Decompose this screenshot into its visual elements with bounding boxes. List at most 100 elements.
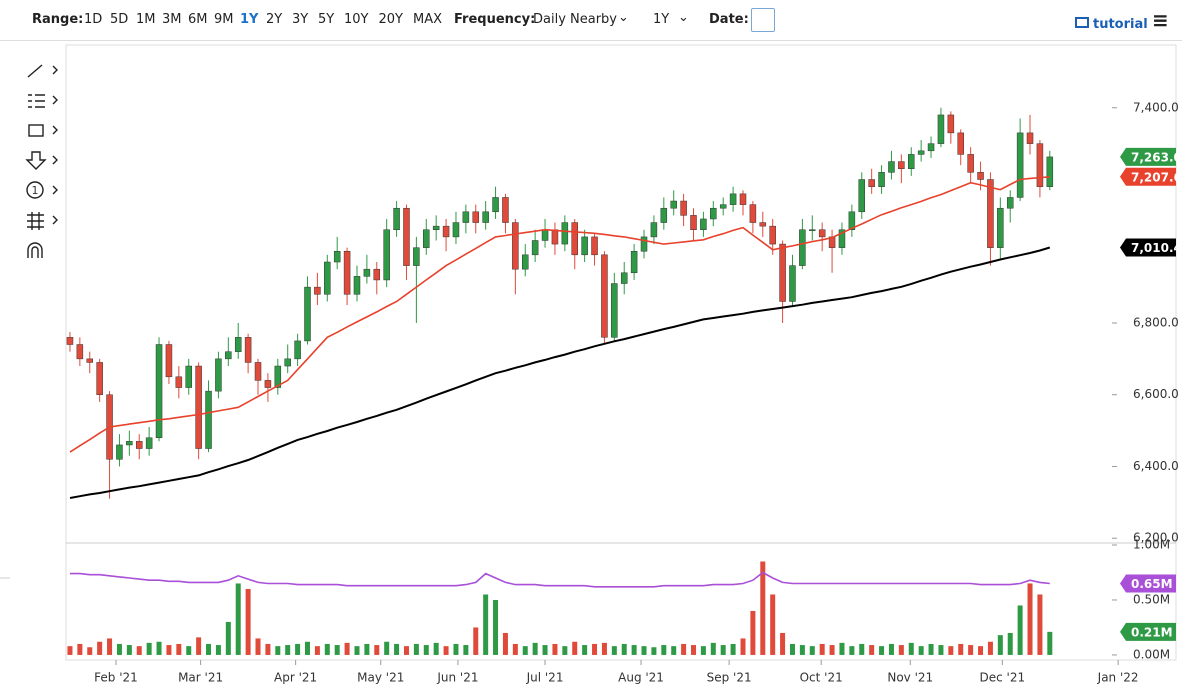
volume-bar bbox=[987, 641, 993, 655]
candle-body bbox=[324, 261, 331, 295]
candle-body bbox=[888, 161, 895, 173]
candle-body bbox=[353, 276, 361, 295]
candle-body bbox=[423, 229, 430, 248]
range-button[interactable]: 9M bbox=[214, 12, 234, 27]
candle-body bbox=[779, 243, 786, 302]
range-button[interactable]: 1M bbox=[136, 12, 156, 27]
tool-line[interactable] bbox=[27, 64, 43, 78]
date-label: Date: bbox=[709, 12, 749, 27]
candle-body bbox=[551, 229, 559, 245]
last-value-label: 7,010.4 bbox=[1131, 241, 1182, 255]
candle-body bbox=[274, 365, 282, 388]
candle-body bbox=[383, 229, 390, 281]
volume-bar bbox=[691, 645, 697, 655]
range-button[interactable]: 3M bbox=[162, 12, 182, 27]
candle-body bbox=[76, 344, 84, 360]
candle-body bbox=[739, 193, 747, 205]
candle-body bbox=[175, 376, 183, 388]
volume-bar bbox=[136, 646, 142, 655]
period-select[interactable]: 1Y bbox=[653, 12, 670, 27]
y-tick-label: 0.50M bbox=[1133, 592, 1170, 606]
candle-body bbox=[195, 365, 202, 449]
candle-body bbox=[502, 197, 509, 223]
volume-bar bbox=[898, 645, 904, 655]
y-tick-label: 6,600.0 bbox=[1133, 387, 1179, 401]
candle-body bbox=[789, 265, 796, 302]
calendar-button[interactable] bbox=[751, 8, 775, 32]
volume-bar bbox=[423, 645, 429, 655]
x-tick-label: Mar '21 bbox=[178, 671, 223, 685]
range-button[interactable]: 1Y bbox=[240, 12, 259, 27]
volume-bar bbox=[344, 642, 350, 655]
tool-magnet[interactable] bbox=[27, 242, 43, 258]
x-tick-label: Nov '21 bbox=[887, 671, 933, 685]
volume-bar bbox=[1047, 631, 1053, 655]
range-button[interactable]: 6M bbox=[188, 12, 208, 27]
candle-body bbox=[126, 441, 133, 446]
candle-body bbox=[155, 344, 163, 439]
candle-body bbox=[640, 236, 648, 252]
candle-body bbox=[818, 229, 826, 238]
range-button[interactable]: 10Y bbox=[344, 12, 369, 27]
tool-arrow[interactable] bbox=[25, 151, 47, 170]
tool-expanders[interactable] bbox=[52, 65, 58, 225]
candle-body bbox=[601, 254, 608, 338]
x-tick-label: Apr '21 bbox=[274, 671, 317, 685]
x-tick-label: Aug '21 bbox=[618, 671, 664, 685]
volume-bar bbox=[295, 643, 301, 655]
volume-bar bbox=[631, 645, 637, 655]
last-value-box bbox=[1120, 147, 1176, 166]
toolbar: Range: Frequency: Daily Nearby ⌄ 1Y ⌄ Da… bbox=[0, 0, 1182, 41]
candle-body bbox=[452, 222, 460, 238]
candle-body bbox=[1046, 156, 1054, 187]
volume-bar bbox=[186, 646, 192, 655]
candle-body bbox=[591, 236, 598, 256]
volume-bar bbox=[819, 643, 825, 655]
candle-body bbox=[997, 207, 1004, 248]
tool-rect[interactable] bbox=[28, 124, 44, 137]
range-button[interactable]: 2Y bbox=[266, 12, 283, 27]
candle-body bbox=[680, 200, 687, 216]
range-button[interactable]: 1D bbox=[84, 12, 103, 27]
candle-body bbox=[264, 380, 272, 388]
tool-note[interactable] bbox=[26, 181, 44, 199]
last-value-box bbox=[1120, 622, 1176, 641]
volume-bar bbox=[730, 643, 736, 655]
volume-bar bbox=[87, 647, 93, 655]
candle-body bbox=[145, 437, 153, 449]
volume-bar bbox=[285, 645, 291, 655]
volume-bar bbox=[374, 645, 380, 655]
volume-bar bbox=[997, 635, 1003, 655]
candle-body bbox=[531, 240, 539, 256]
range-button[interactable]: MAX bbox=[413, 12, 443, 27]
candle-body bbox=[215, 358, 222, 392]
range-button[interactable]: 5Y bbox=[318, 12, 335, 27]
x-tick-label: Dec '21 bbox=[980, 671, 1026, 685]
candle-body bbox=[116, 444, 123, 460]
menu-button[interactable]: ≡ bbox=[1152, 8, 1169, 32]
volume-bar bbox=[592, 643, 598, 655]
candle-body bbox=[581, 236, 588, 256]
frequency-select[interactable]: Daily Nearby bbox=[533, 12, 618, 27]
range-button[interactable]: 20Y bbox=[378, 12, 403, 27]
volume-bar bbox=[789, 643, 795, 655]
volume-bar bbox=[384, 641, 390, 655]
candle-body bbox=[442, 225, 450, 238]
volume-bar bbox=[958, 643, 964, 655]
candle-body bbox=[225, 351, 232, 360]
tool-fib[interactable] bbox=[28, 94, 45, 108]
tutorial-link[interactable]: tutorial bbox=[1093, 17, 1148, 32]
volume-bar bbox=[641, 646, 647, 655]
volume-bar bbox=[710, 642, 716, 655]
candle-body bbox=[809, 229, 816, 231]
range-button[interactable]: 3Y bbox=[292, 12, 309, 27]
volume-bar bbox=[275, 646, 281, 655]
candle-body bbox=[254, 362, 262, 381]
volume-bar bbox=[206, 643, 212, 655]
tool-measure[interactable] bbox=[27, 212, 44, 230]
volume-bar bbox=[126, 645, 132, 655]
volume-bar bbox=[601, 642, 607, 655]
y-tick-label: 6,200.0 bbox=[1133, 531, 1179, 545]
volume-bar bbox=[978, 646, 984, 655]
range-button[interactable]: 5D bbox=[110, 12, 129, 27]
